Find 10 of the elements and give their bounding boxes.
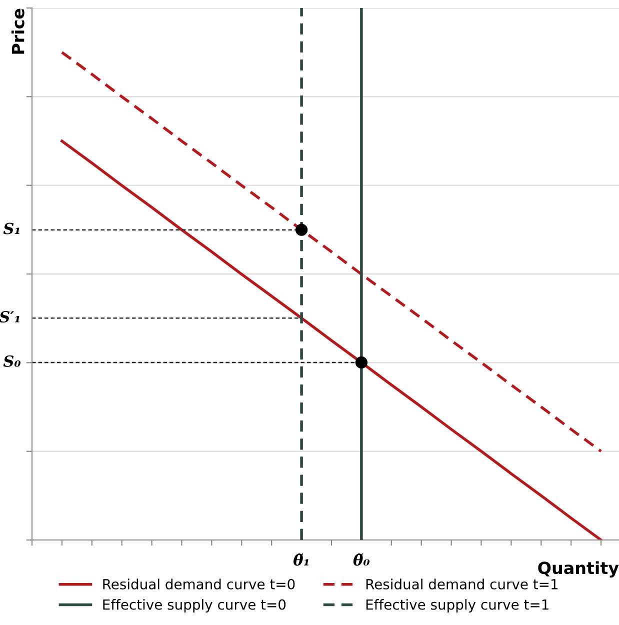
x-axis-title: Quantity <box>538 561 619 578</box>
x-tick-label: θ̃₁ <box>294 553 308 566</box>
y-axis-title: Price <box>11 8 24 54</box>
text: S₁ <box>3 222 20 234</box>
legend-label: Residual demand curve t=0 <box>103 578 295 590</box>
legend-label: Effective supply curve t=1 <box>366 599 548 612</box>
legend-label: Effective supply curve t=0 <box>103 599 286 612</box>
x-tick-label: θ̃₀ <box>353 553 370 566</box>
text: S₀ <box>3 355 21 367</box>
legend-label: Residual demand curve t=1 <box>366 578 558 590</box>
